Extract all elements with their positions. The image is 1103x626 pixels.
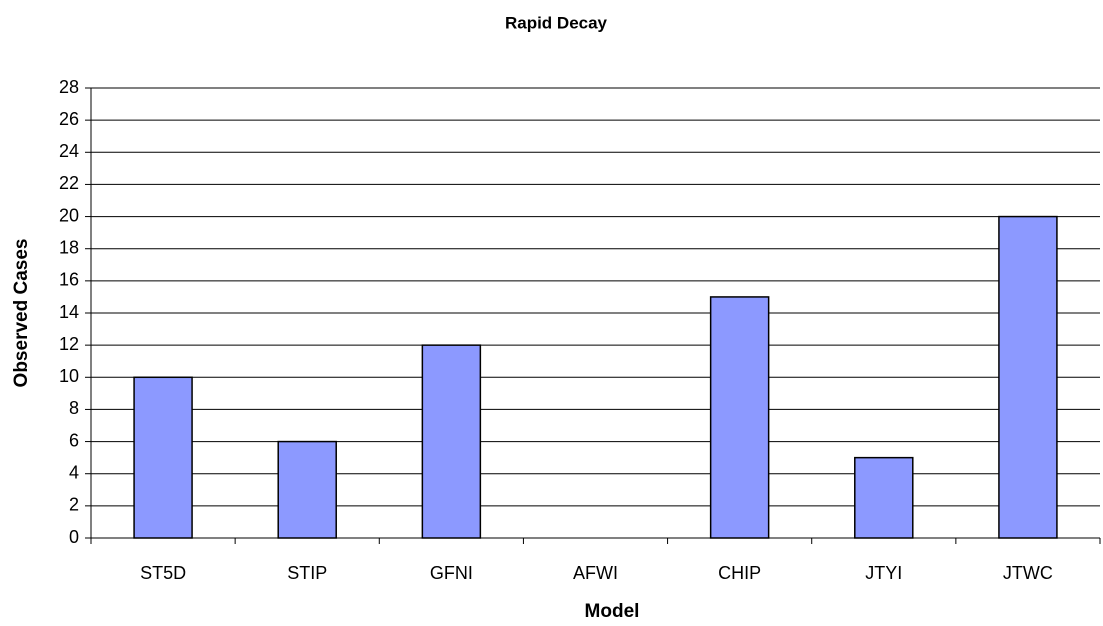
x-tick-label: JTYI: [865, 563, 902, 583]
x-tick-label: CHIP: [718, 563, 761, 583]
bar: [277, 440, 337, 539]
y-tick-label: 4: [69, 462, 79, 482]
y-tick-label: 0: [69, 527, 79, 547]
chart-title: Rapid Decay: [505, 13, 608, 32]
bar: [133, 376, 193, 539]
x-tick-label: STIP: [287, 563, 327, 583]
y-tick-label: 28: [59, 77, 79, 97]
bar: [854, 456, 914, 539]
x-tick-label: JTWC: [1003, 563, 1053, 583]
bar: [709, 296, 770, 539]
y-tick-label: 16: [59, 270, 79, 290]
y-tick-label: 22: [59, 173, 79, 193]
y-tick-label: 2: [69, 495, 79, 515]
bar: [421, 344, 482, 539]
y-tick-label: 10: [59, 366, 79, 386]
x-tick-label: AFWI: [573, 563, 618, 583]
bar: [998, 215, 1058, 539]
y-tick-label: 20: [59, 205, 79, 225]
y-tick-label: 26: [59, 109, 79, 129]
y-tick-label: 14: [59, 302, 79, 322]
x-tick-label: GFNI: [430, 563, 473, 583]
y-tick-label: 12: [59, 334, 79, 354]
x-tick-label: ST5D: [140, 563, 186, 583]
y-tick-label: 8: [69, 398, 79, 418]
y-axis-label: Observed Cases: [11, 239, 32, 388]
y-tick-label: 18: [59, 237, 79, 257]
y-tick-label: 6: [69, 430, 79, 450]
x-axis-label: Model: [585, 601, 640, 622]
y-tick-label: 24: [59, 141, 79, 161]
